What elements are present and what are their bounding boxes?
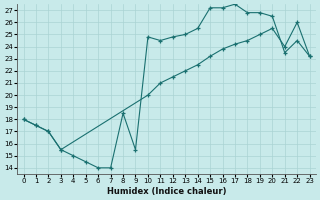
X-axis label: Humidex (Indice chaleur): Humidex (Indice chaleur) [107,187,226,196]
